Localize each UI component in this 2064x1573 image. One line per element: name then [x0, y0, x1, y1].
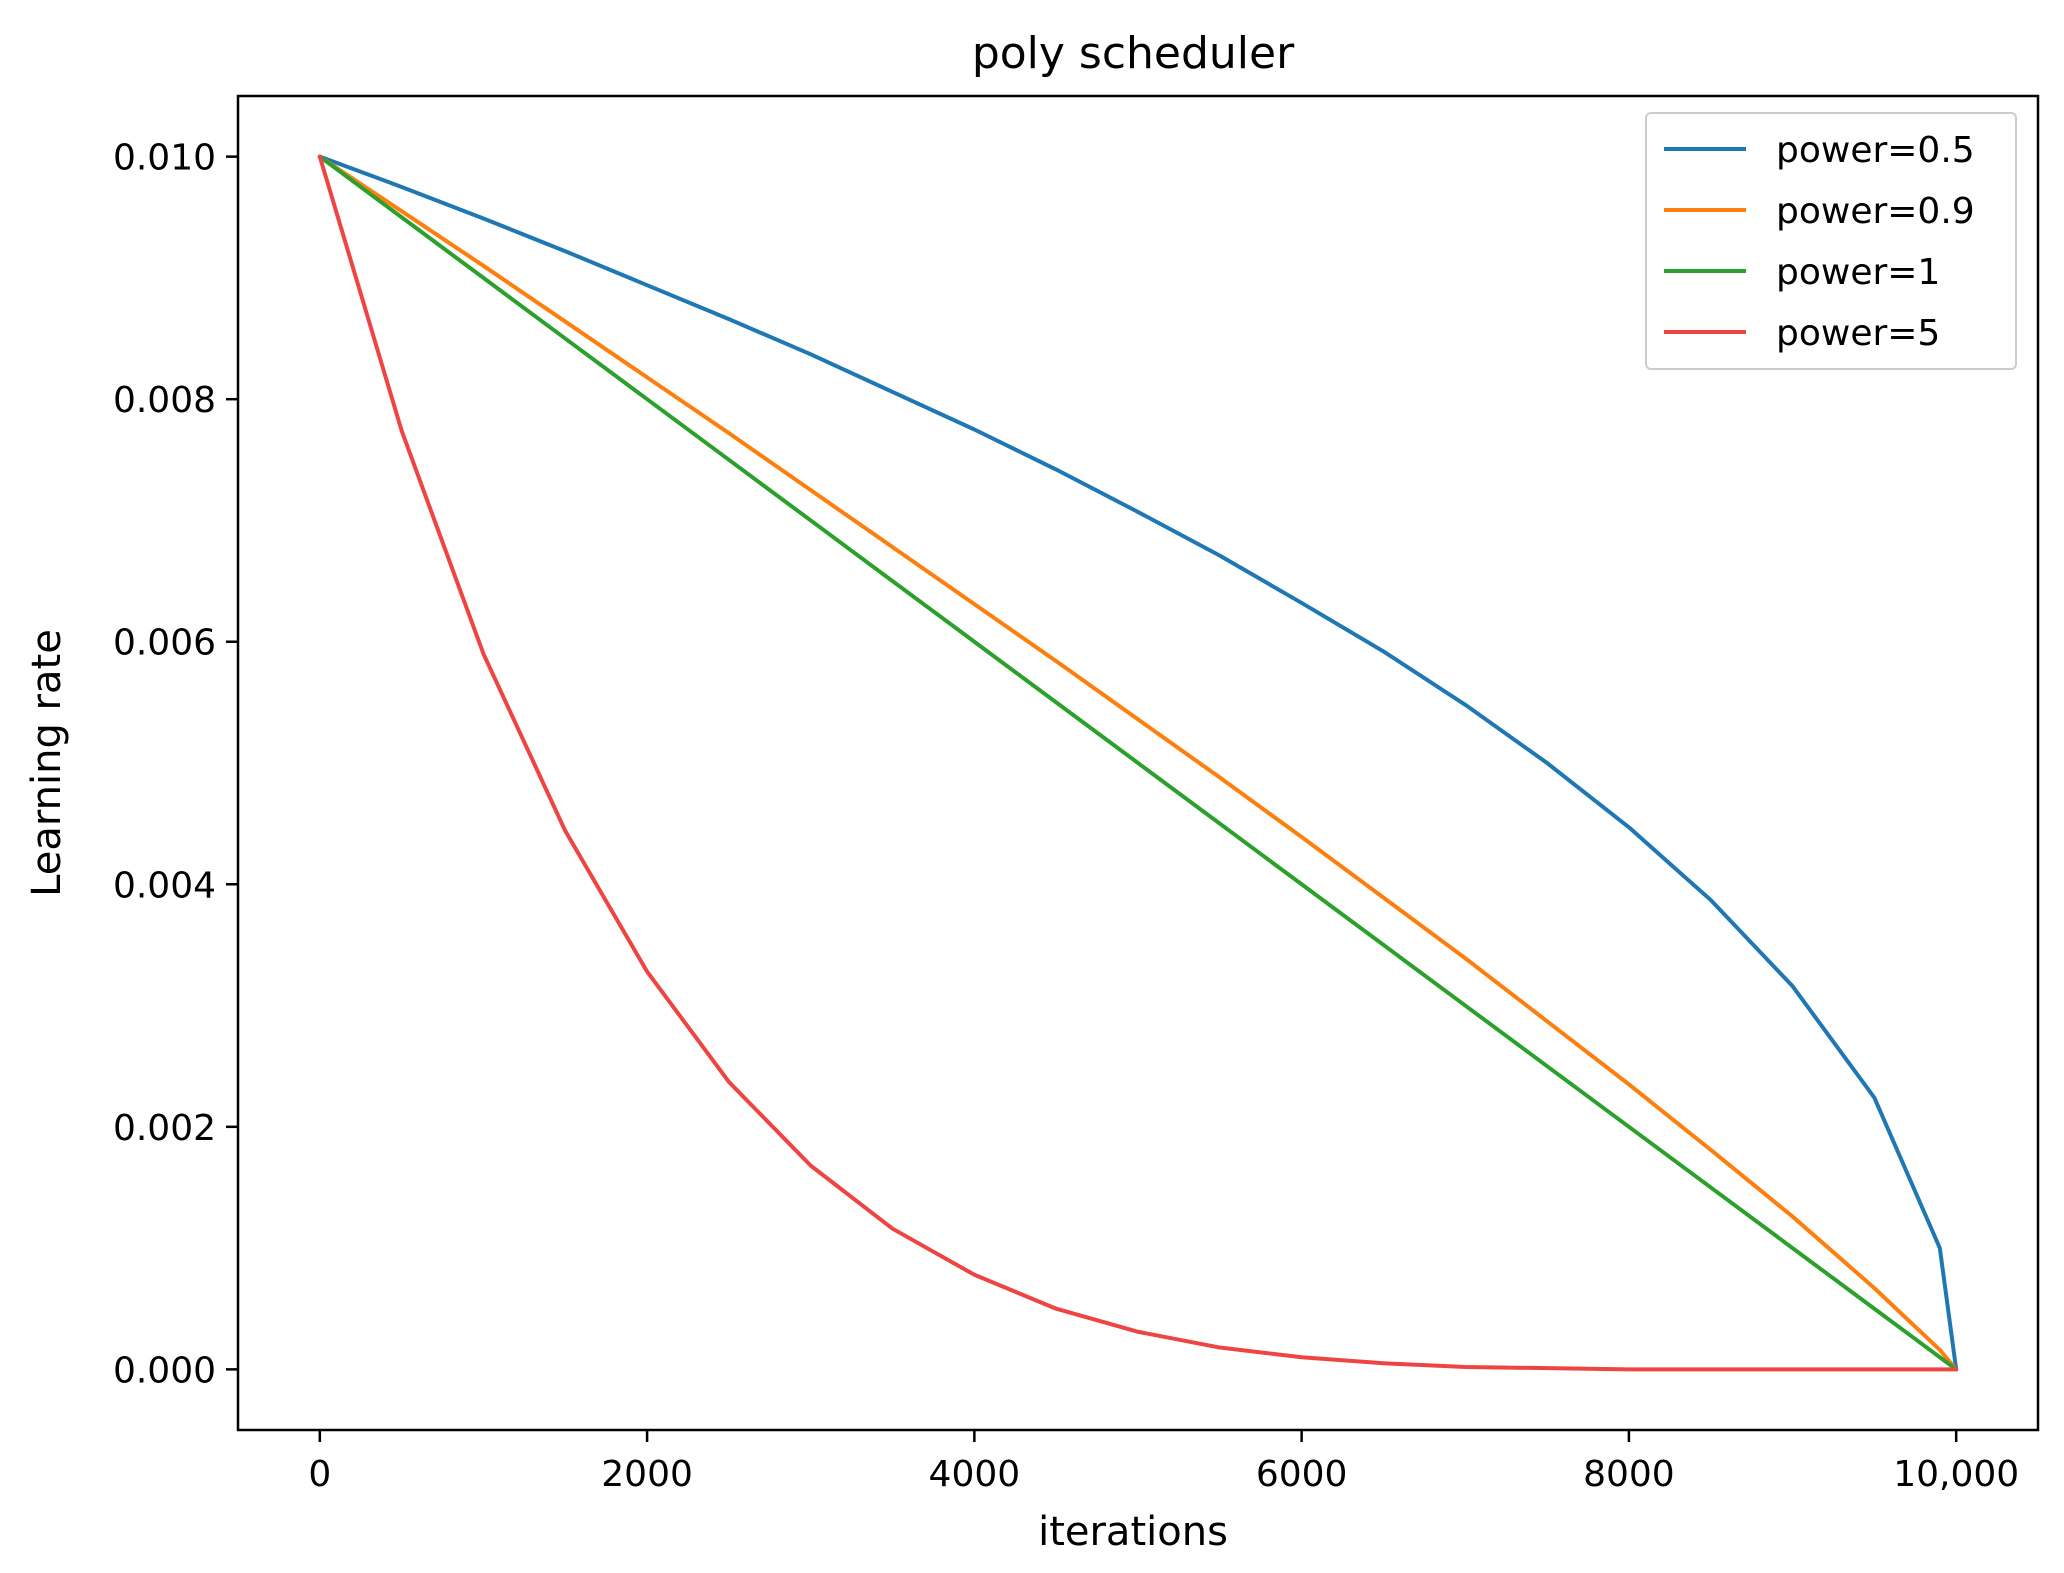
- legend-label-2: power=1: [1776, 252, 1940, 293]
- x-axis-label: iterations: [1038, 1509, 1228, 1555]
- x-tick-label: 0: [308, 1454, 331, 1495]
- axes-frame: [236, 94, 2040, 1432]
- x-tick-label: 2000: [601, 1454, 693, 1495]
- series-line-2: [317, 154, 1959, 1372]
- y-tick-label: 0.006: [113, 623, 216, 664]
- x-tick-label: 4000: [929, 1454, 1021, 1495]
- legend-label-1: power=0.9: [1776, 191, 1975, 232]
- axis-ticks: 0 2000 4000 6000 8000 10,000 0.000 0.002 0.004 0.…: [113, 138, 2019, 1495]
- y-tick-label: 0.004: [113, 865, 216, 906]
- x-tick-label: 8000: [1583, 1454, 1675, 1495]
- chart-title: poly scheduler: [972, 28, 1295, 79]
- legend-label-0: power=0.5: [1776, 130, 1975, 171]
- y-tick-label: 0.002: [113, 1108, 216, 1149]
- legend-box: [1645, 112, 2017, 370]
- series-line-3: [317, 154, 1959, 1372]
- plot-area: [317, 154, 1959, 1372]
- series-line-1: [317, 154, 1959, 1372]
- y-tick-label: 0.008: [113, 380, 216, 421]
- x-tick-label: 6000: [1256, 1454, 1348, 1495]
- legend-label-3: power=5: [1776, 313, 1940, 354]
- legend: power=0.5 power=0.9 power=1 power=5: [1645, 112, 2017, 370]
- series-line-0: [317, 154, 1959, 1372]
- y-tick-label: 0.010: [113, 138, 216, 179]
- x-tick-label: 10,000: [1893, 1454, 2019, 1495]
- y-axis-label: Learning rate: [24, 629, 70, 897]
- y-tick-label: 0.000: [113, 1350, 216, 1391]
